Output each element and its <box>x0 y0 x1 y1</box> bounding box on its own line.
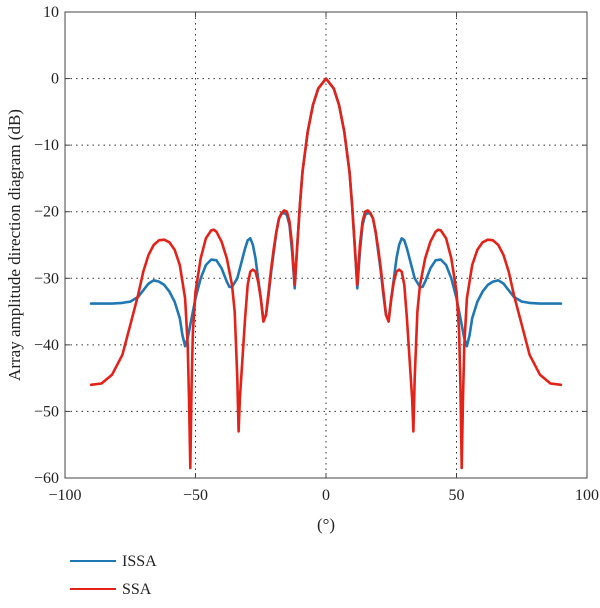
y-tick-label: −40 <box>34 337 59 354</box>
y-axis-label: Array amplitude direction diagram (dB) <box>5 109 24 381</box>
tick-marks <box>64 11 588 479</box>
x-tick-label: 50 <box>449 487 465 504</box>
y-tick-label: −10 <box>34 137 59 154</box>
y-tick-label: −30 <box>34 270 59 287</box>
y-tick-label: −20 <box>34 204 59 221</box>
x-axis-label: (°) <box>317 515 335 534</box>
y-tick-label: −60 <box>34 470 59 487</box>
x-tick-label: 100 <box>575 487 599 504</box>
x-tick-labels: −100 −50 0 50 100 <box>48 487 599 504</box>
x-tick-label: −50 <box>183 487 208 504</box>
legend-label-ssa: SSA <box>122 581 152 598</box>
x-tick-label: 0 <box>322 487 330 504</box>
y-tick-label: 10 <box>43 4 59 21</box>
legend-label-issa: ISSA <box>122 553 157 570</box>
series-line-issa <box>89 77 563 348</box>
x-tick-label: −100 <box>48 487 81 504</box>
y-tick-labels: 10 0 −10 −20 −30 −40 −50 −60 <box>34 4 59 487</box>
series-line-ssa <box>89 77 563 470</box>
series-lines <box>89 77 563 470</box>
y-tick-label: 0 <box>51 71 59 88</box>
legend: ISSA SSA <box>70 553 157 598</box>
y-tick-label: −50 <box>34 403 59 420</box>
grid-lines <box>65 12 587 478</box>
